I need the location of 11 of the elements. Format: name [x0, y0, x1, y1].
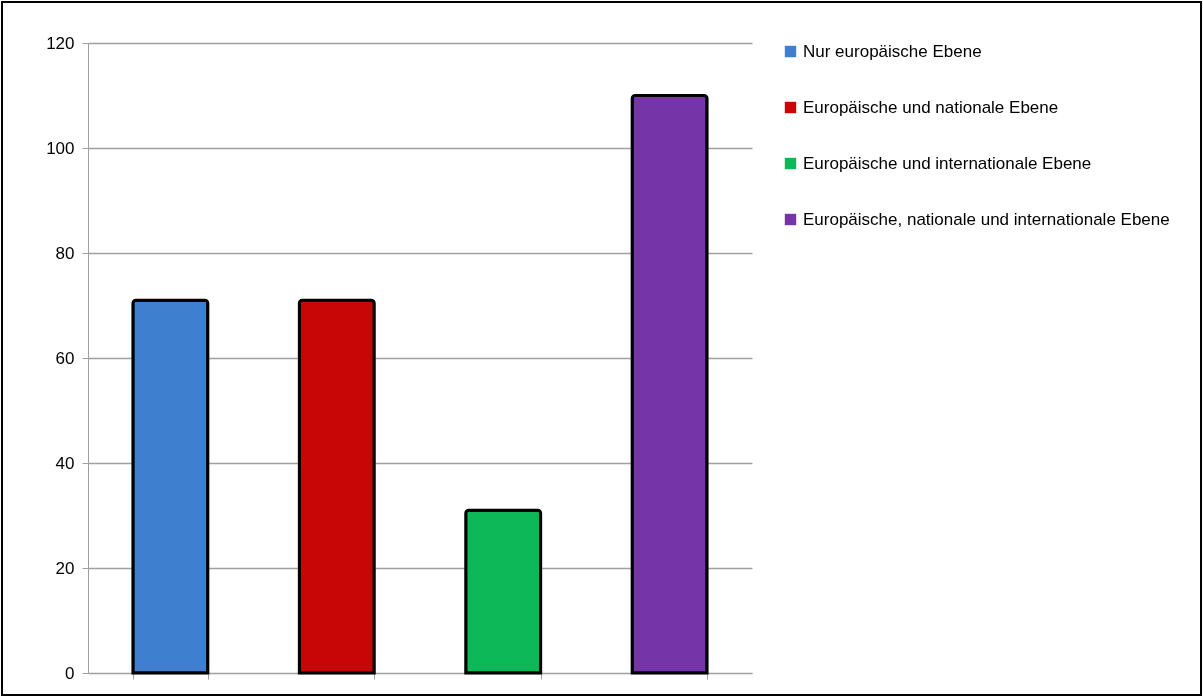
y-tick-label: 100 — [46, 138, 75, 158]
y-tick-label: 20 — [55, 558, 75, 578]
legend-label: Europäische und internationale Ebene — [803, 153, 1092, 173]
y-tick-label: 0 — [65, 663, 75, 683]
y-tick-label: 120 — [46, 33, 75, 53]
legend-label: Europäische und nationale Ebene — [803, 97, 1059, 117]
legend-label: Europäische, nationale und internationale Ebene — [803, 209, 1170, 229]
y-tick-label: 80 — [55, 243, 75, 263]
y-tick-label: 40 — [55, 453, 75, 473]
legend-label: Nur europäische Ebene — [803, 41, 982, 61]
y-tick-label: 60 — [55, 348, 75, 368]
